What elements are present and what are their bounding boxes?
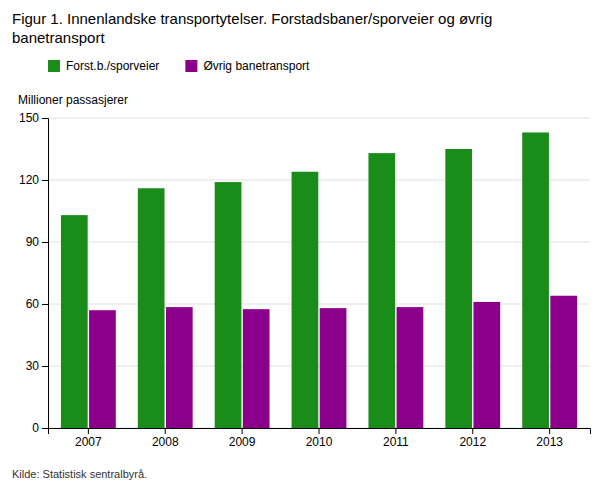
x-tick-label: 2007 [75,435,102,449]
bar [166,307,193,428]
x-tick: 2013 [536,428,563,449]
x-tick-label: 2010 [306,435,333,449]
y-axis-line [42,119,49,429]
bar [89,310,116,428]
bar [368,153,395,428]
y-tick-label: 120 [19,173,39,187]
x-tick-label: 2009 [229,435,256,449]
x-tick-mark [549,428,550,434]
grid-line [48,118,590,119]
y-tick: 30 [26,359,48,373]
y-tick-label: 150 [19,111,39,125]
bar [215,182,242,428]
bar [522,132,549,428]
bar [473,302,500,428]
y-tick-mark [42,242,48,243]
x-tick: 2007 [75,428,102,449]
grid-line [48,242,590,243]
bar [397,307,424,428]
x-tick: 2010 [306,428,333,449]
x-tick-label: 2013 [536,435,563,449]
x-tick: 2008 [152,428,179,449]
bars [61,132,577,428]
y-axis: 0 30 60 90 120 150 [19,111,49,435]
legend-swatch [48,60,60,72]
x-tick-label: 2011 [383,435,409,449]
legend-item: Forst.b./sporveier [48,59,159,73]
y-tick: 150 [19,111,48,125]
bar [138,188,165,428]
bar-series [89,296,577,428]
y-tick-mark [42,180,48,181]
bar [243,309,270,428]
title: Figur 1. Innenlandske transportytelser. … [12,10,492,46]
title-line: banetransport [12,29,105,46]
x-tick-mark [472,428,473,434]
grid [48,118,590,428]
bar [445,149,472,428]
x-tick-mark [165,428,166,434]
x-axis: 2007 2008 2009 2010 2011 2012 2013 [49,428,591,449]
y-tick: 90 [26,235,48,249]
bar [550,296,577,428]
bar [61,215,88,428]
y-axis-label: Millioner passasjerer [18,93,128,107]
x-tick-mark [88,428,89,434]
y-tick-mark [42,366,48,367]
source: Kilde: Statistisk sentralbyrå. [12,468,147,480]
grid-line [48,304,590,305]
y-tick: 0 [32,421,48,435]
x-tick: 2009 [229,428,256,449]
y-tick: 60 [26,297,48,311]
y-tick-label: 90 [26,235,40,249]
title-line: Figur 1. Innenlandske transportytelser. … [12,10,492,27]
bar-series [61,132,549,428]
x-tick: 2012 [459,428,486,449]
legend-label: Øvrig banetransport [203,59,310,73]
x-tick-mark [395,428,396,434]
bar [320,308,347,428]
legend-item: Øvrig banetransport [185,59,310,73]
x-tick-mark [319,428,320,434]
x-tick-label: 2012 [459,435,486,449]
chart: Figur 1. Innenlandske transportytelser. … [0,0,610,488]
bar [292,172,319,428]
legend: Forst.b./sporveier Øvrig banetransport [48,59,310,73]
x-tick-mark [242,428,243,434]
y-tick: 120 [19,173,48,187]
plot-area: 0 30 60 90 120 150 2007 2008 2009 2010 2011 2012 201… [19,111,591,448]
y-tick-mark [42,428,48,429]
x-tick: 2011 [383,428,409,449]
y-tick-label: 60 [26,297,40,311]
y-tick-mark [42,118,48,119]
legend-label: Forst.b./sporveier [66,59,159,73]
grid-line [48,180,590,181]
legend-swatch [185,60,197,72]
grid-line [48,366,590,367]
x-tick-label: 2008 [152,435,179,449]
y-tick-label: 30 [26,359,40,373]
y-tick-mark [42,304,48,305]
y-tick-label: 0 [32,421,39,435]
x-axis-line [49,429,591,435]
